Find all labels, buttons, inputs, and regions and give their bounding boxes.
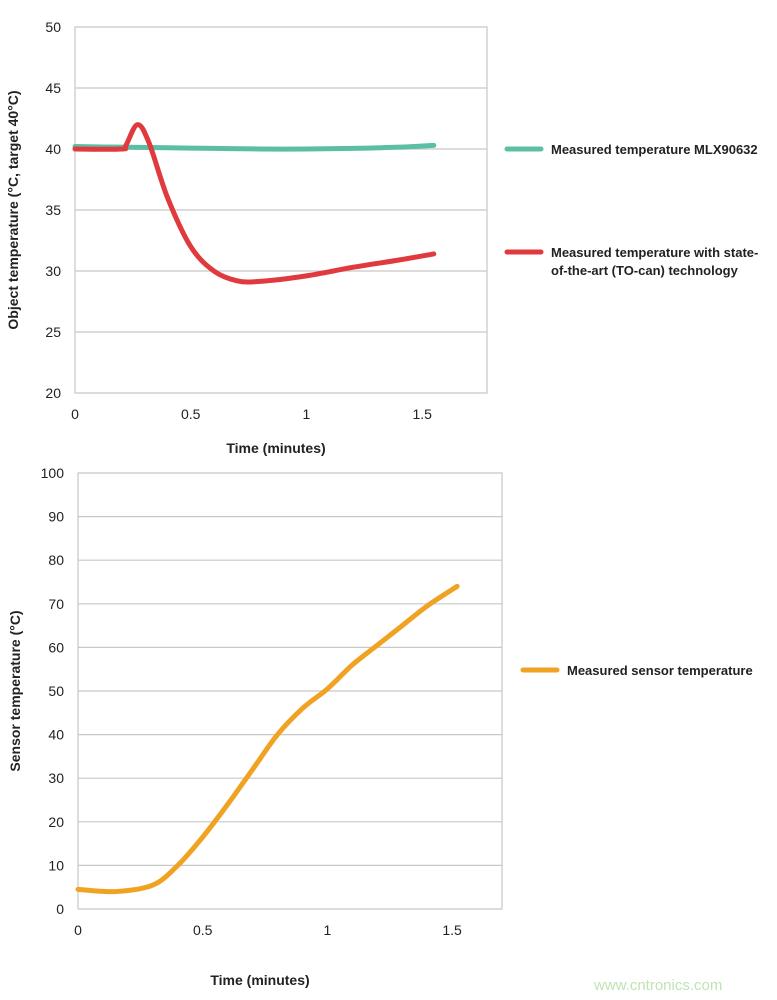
y-tick-label: 90	[48, 509, 64, 525]
legend-label: Measured sensor temperature	[567, 663, 753, 678]
x-axis-label: Time (minutes)	[226, 440, 325, 456]
watermark: www.cntronics.com	[593, 977, 722, 994]
y-tick-label: 25	[45, 324, 61, 340]
series-line	[72, 142, 437, 152]
y-tick-label: 70	[48, 596, 64, 612]
x-tick-label: 0.5	[193, 922, 213, 938]
y-tick-label: 60	[48, 639, 64, 655]
x-tick-label: 0.5	[181, 406, 201, 422]
x-axis-label: Time (minutes)	[210, 972, 309, 988]
y-tick-label: 50	[48, 683, 64, 699]
y-tick-label: 20	[45, 385, 61, 401]
y-axis-label: Object temperature (°C, target 40°C)	[5, 90, 21, 329]
y-tick-label: 10	[48, 857, 64, 873]
y-tick-label: 50	[45, 19, 61, 35]
x-tick-label: 0	[71, 406, 79, 422]
y-tick-label: 40	[48, 727, 64, 743]
series-line	[72, 122, 437, 285]
y-tick-label: 45	[45, 80, 61, 96]
legend-label: Measured temperature with state-of-the-a…	[551, 245, 758, 278]
y-tick-label: 40	[45, 141, 61, 157]
y-tick-label: 20	[48, 814, 64, 830]
x-tick-label: 1	[324, 922, 332, 938]
y-tick-label: 80	[48, 552, 64, 568]
series-line	[75, 583, 460, 895]
x-tick-label: 1.5	[412, 406, 432, 422]
x-tick-label: 0	[74, 922, 82, 938]
y-tick-label: 30	[45, 263, 61, 279]
y-axis-label: Sensor temperature (°C)	[7, 610, 23, 771]
legend-label: Measured temperature MLX90632	[551, 142, 758, 157]
y-tick-label: 30	[48, 770, 64, 786]
y-tick-label: 35	[45, 202, 61, 218]
x-tick-label: 1.5	[442, 922, 462, 938]
y-tick-label: 100	[41, 465, 65, 481]
x-tick-label: 1	[303, 406, 311, 422]
y-tick-label: 0	[56, 901, 64, 917]
